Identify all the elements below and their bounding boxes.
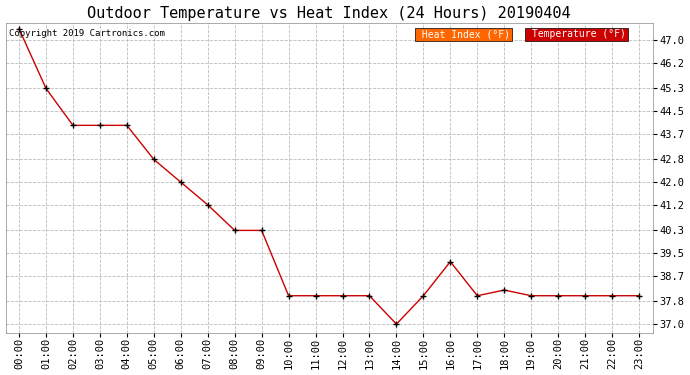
Text: Temperature (°F): Temperature (°F) bbox=[526, 29, 627, 39]
Text: Heat Index (°F): Heat Index (°F) bbox=[416, 29, 511, 39]
Title: Outdoor Temperature vs Heat Index (24 Hours) 20190404: Outdoor Temperature vs Heat Index (24 Ho… bbox=[87, 6, 571, 21]
Text: Copyright 2019 Cartronics.com: Copyright 2019 Cartronics.com bbox=[9, 29, 165, 38]
